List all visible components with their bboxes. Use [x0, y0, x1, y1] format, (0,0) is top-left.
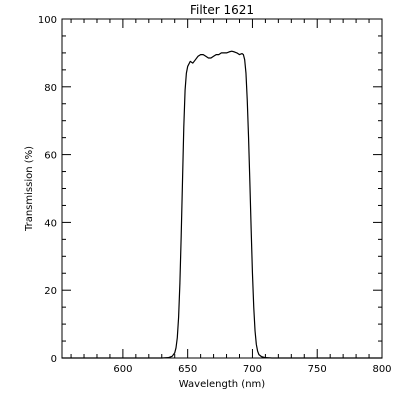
x-tick-label: 800 [372, 364, 391, 375]
chart-title: Filter 1621 [190, 3, 254, 17]
y-tick-label: 60 [44, 151, 57, 162]
y-tick-label: 20 [44, 286, 57, 297]
x-tick-label: 600 [113, 364, 132, 375]
x-tick-label: 750 [308, 364, 327, 375]
x-axis-label: Wavelength (nm) [179, 379, 265, 390]
x-tick-label: 650 [178, 364, 197, 375]
x-tick-label: 700 [243, 364, 262, 375]
y-tick-label: 40 [44, 218, 57, 229]
y-tick-label: 0 [51, 354, 57, 365]
y-tick-label: 100 [38, 15, 57, 26]
series-line [61, 50, 383, 359]
y-tick-labels: 0 20 40 60 80 100 [38, 15, 57, 365]
plot-frame [61, 18, 383, 359]
y-axis-label: Transmission (%) [24, 146, 35, 232]
x-tick-labels: 600 650 700 750 800 [113, 364, 391, 375]
tick-marks [62, 18, 383, 359]
y-tick-label: 80 [44, 83, 57, 94]
